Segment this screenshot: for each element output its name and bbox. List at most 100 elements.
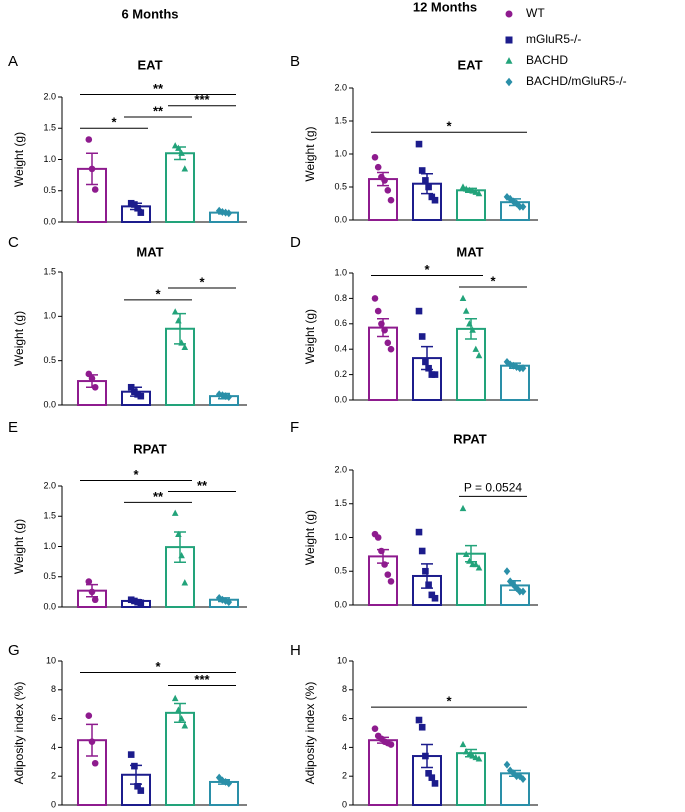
data-point bbox=[418, 167, 426, 174]
y-tick-label: 2.0 bbox=[334, 82, 347, 92]
error-bar bbox=[130, 598, 142, 603]
y-tick-label: 1.0 bbox=[43, 541, 56, 551]
significance-label: * bbox=[490, 273, 496, 288]
error-bar bbox=[218, 210, 230, 215]
y-tick-label: 2 bbox=[342, 771, 347, 781]
data-point bbox=[215, 390, 223, 399]
error-bar bbox=[377, 317, 389, 338]
y-tick-label: 0.6 bbox=[334, 318, 347, 328]
panel-letter: A bbox=[8, 53, 18, 70]
panel-letter: G bbox=[8, 642, 20, 659]
significance-label: ** bbox=[153, 103, 164, 118]
data-point bbox=[422, 752, 429, 760]
y-tick-label: 1.0 bbox=[43, 311, 56, 321]
data-point bbox=[91, 759, 99, 767]
y-tick-label: 6 bbox=[342, 713, 347, 723]
error-bar bbox=[377, 548, 389, 564]
data-point bbox=[425, 364, 432, 372]
y-tick-label: 0.5 bbox=[334, 181, 347, 191]
y-tick-label: 0.5 bbox=[334, 566, 347, 576]
data-point bbox=[415, 140, 423, 148]
significance-label: *** bbox=[194, 672, 210, 687]
data-point bbox=[425, 581, 432, 589]
data-point bbox=[459, 504, 467, 512]
panel-letter: H bbox=[290, 642, 301, 659]
data-point bbox=[431, 371, 439, 378]
data-point bbox=[384, 339, 392, 347]
panel-title: MAT bbox=[136, 244, 163, 259]
data-point bbox=[127, 751, 135, 758]
column-header: 12 Months bbox=[413, 0, 477, 14]
data-point bbox=[459, 183, 467, 190]
y-tick-label: 4 bbox=[51, 742, 56, 752]
y-tick-label: 0 bbox=[51, 799, 56, 809]
data-point bbox=[137, 209, 145, 216]
data-point bbox=[225, 393, 233, 401]
data-point bbox=[519, 202, 527, 211]
y-axis-label: Adiposity index (%) bbox=[12, 682, 26, 785]
data-point bbox=[519, 587, 527, 596]
data-point bbox=[91, 596, 99, 604]
y-tick-label: 0.8 bbox=[334, 293, 347, 303]
significance-label: ** bbox=[197, 478, 208, 493]
legend-marker bbox=[505, 57, 513, 64]
data-point bbox=[431, 196, 439, 204]
y-tick-label: 4 bbox=[342, 742, 347, 752]
y-axis-label: Weight (g) bbox=[12, 519, 26, 574]
error-bar bbox=[130, 764, 142, 785]
bar bbox=[500, 364, 530, 401]
data-point bbox=[134, 782, 141, 790]
significance-label: * bbox=[424, 262, 430, 277]
y-axis-label: Weight (g) bbox=[303, 126, 317, 181]
bar bbox=[456, 752, 486, 806]
panel-letter: E bbox=[8, 419, 18, 436]
data-point bbox=[418, 723, 426, 731]
y-tick-label: 8 bbox=[342, 684, 347, 694]
bar bbox=[165, 152, 195, 223]
y-axis-label: Adiposity index (%) bbox=[303, 682, 317, 785]
error-bar bbox=[509, 769, 521, 777]
error-bar bbox=[174, 702, 186, 723]
data-point bbox=[171, 694, 179, 702]
error-bar bbox=[421, 743, 433, 769]
data-point bbox=[418, 333, 426, 340]
data-point bbox=[371, 725, 379, 732]
panel-letter: C bbox=[8, 234, 19, 251]
data-point bbox=[462, 748, 470, 755]
error-bar bbox=[421, 345, 433, 371]
data-point bbox=[384, 571, 392, 578]
panel-letter: B bbox=[290, 53, 300, 70]
significance-label: * bbox=[155, 286, 161, 301]
y-tick-label: 1.0 bbox=[43, 154, 56, 164]
data-point bbox=[85, 712, 93, 720]
y-axis-label: Weight (g) bbox=[12, 311, 26, 366]
data-point bbox=[425, 183, 432, 191]
y-tick-label: 2.0 bbox=[43, 91, 56, 101]
data-point bbox=[472, 345, 480, 352]
data-point bbox=[415, 528, 423, 536]
y-tick-label: 1.5 bbox=[334, 498, 347, 508]
bar bbox=[368, 326, 398, 401]
significance-label: ** bbox=[153, 81, 164, 96]
error-bar bbox=[86, 374, 98, 389]
error-bar bbox=[174, 312, 186, 345]
error-bar bbox=[509, 362, 521, 369]
bar bbox=[165, 711, 195, 807]
significance-label: * bbox=[446, 119, 452, 134]
data-point bbox=[425, 770, 432, 777]
y-tick-label: 1.0 bbox=[334, 532, 347, 542]
panel-letter: D bbox=[290, 234, 301, 251]
y-axis-label: Weight (g) bbox=[303, 309, 317, 364]
data-point bbox=[387, 345, 395, 353]
y-tick-label: 0.0 bbox=[334, 599, 347, 609]
data-point bbox=[431, 594, 439, 602]
y-tick-label: 0 bbox=[342, 799, 347, 809]
panel-title: EAT bbox=[457, 57, 482, 72]
data-point bbox=[171, 509, 179, 516]
data-point bbox=[131, 201, 138, 208]
data-point bbox=[374, 534, 382, 541]
y-tick-label: 0.0 bbox=[43, 399, 56, 409]
y-tick-label: 2.0 bbox=[334, 464, 347, 474]
error-bar bbox=[218, 392, 230, 400]
data-point bbox=[472, 560, 480, 568]
